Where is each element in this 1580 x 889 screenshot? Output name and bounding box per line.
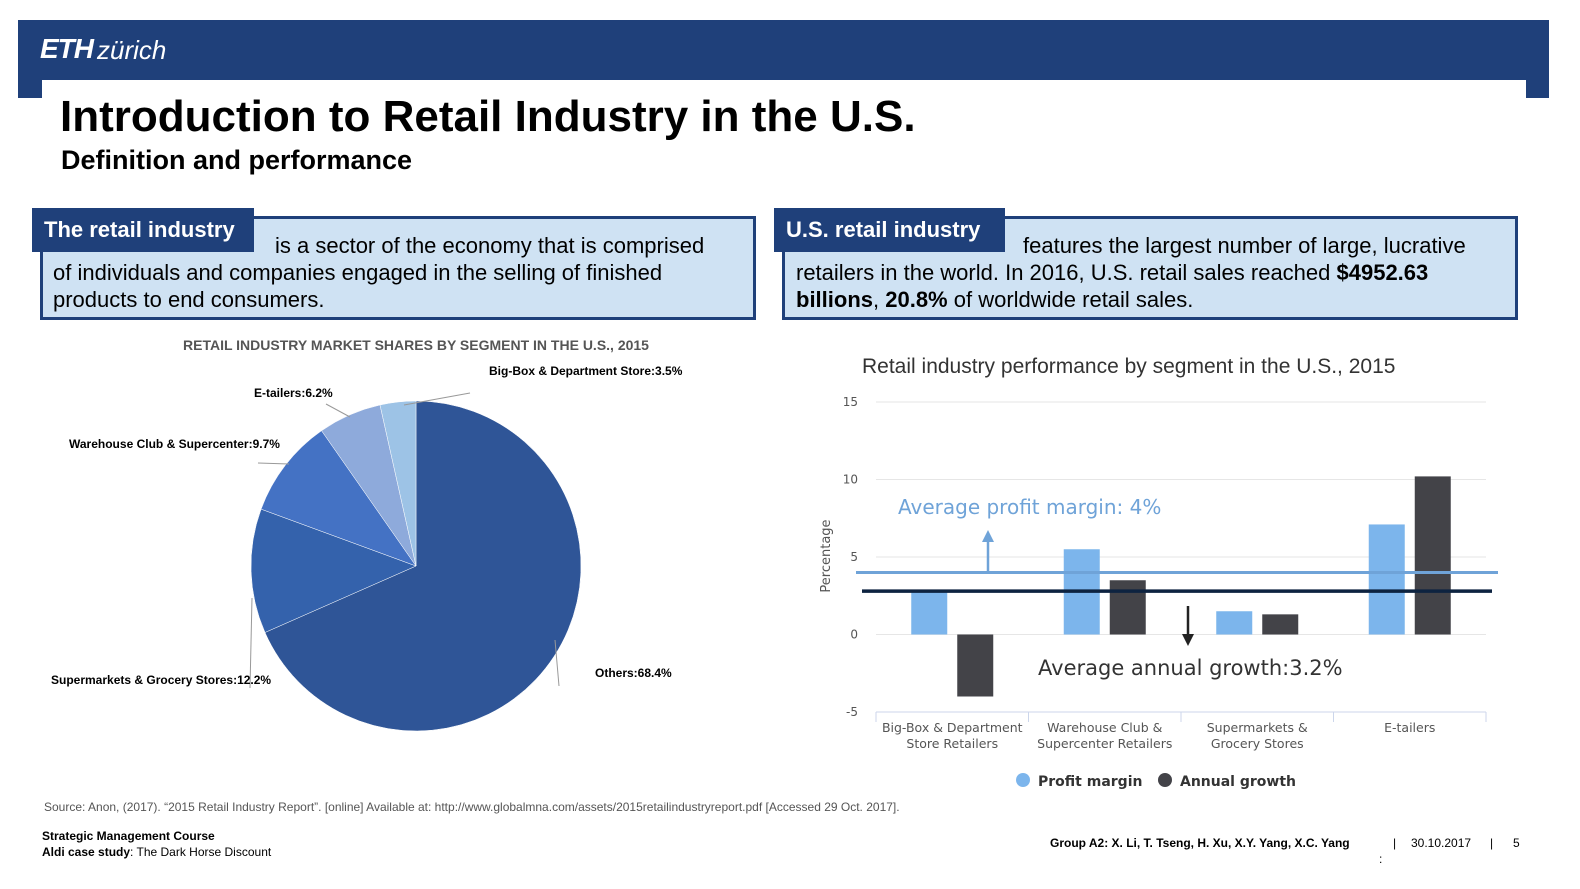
y-tick-label: 0	[850, 628, 858, 642]
us-retail-definition-tab: U.S. retail industry	[774, 208, 1005, 252]
us-retail-definition-line1: features the largest number of large, lu…	[1023, 233, 1466, 258]
footer-colon: :	[1379, 852, 1383, 866]
pie-label-etailers: E-tailers:6.2%	[254, 386, 333, 400]
bar-annual-growth	[957, 634, 994, 697]
leader-line-warehouse	[257, 462, 290, 465]
us-retail-definition-line2: retailers in the world. In 2016, U.S. re…	[796, 259, 1428, 286]
footer-separator-2: |	[1490, 836, 1494, 850]
bar-annual-growth	[1109, 580, 1146, 635]
legend-swatch-profit	[1016, 773, 1030, 787]
retail-definition-line1: is a sector of the economy that is compr…	[275, 233, 705, 258]
avg-profit-annotation: Average profit margin: 4%	[898, 495, 1161, 519]
header-inner-panel	[42, 80, 1526, 104]
footer-page-number: 5	[1513, 836, 1520, 850]
retail-definition-tab: The retail industry	[32, 208, 254, 252]
footer-case: Aldi case study: The Dark Horse Discount	[42, 844, 271, 860]
footer-separator-1: |	[1393, 836, 1397, 850]
x-category-label-line2: Store Retailers	[906, 736, 998, 751]
footer-case-bold: Aldi case study	[42, 845, 131, 859]
eth-logo-zurich: zürich	[97, 35, 167, 65]
bar-profit-margin	[1216, 611, 1253, 635]
pie-label-bigbox: Big-Box & Department Store:3.5%	[489, 364, 683, 378]
bar-ylabel: Percentage	[819, 519, 834, 592]
source-citation: Source: Anon, (2017). “2015 Retail Indus…	[44, 800, 900, 814]
eth-logo: ETH	[40, 33, 94, 64]
legend-label-profit: Profit margin	[1038, 774, 1142, 790]
pie-slice-big-box-department-store	[379, 400, 417, 567]
bar-chart-title: Retail industry performance by segment i…	[862, 355, 1396, 378]
footer-group: Group A2: X. Li, T. Tseng, H. Xu, X.Y. Y…	[1050, 836, 1350, 850]
pie-chart-title: RETAIL INDUSTRY MARKET SHARES BY SEGMENT…	[183, 337, 649, 353]
leader-line-bigbox	[403, 392, 471, 406]
growth-arrow-icon	[1182, 606, 1194, 646]
bar-profit-margin	[911, 591, 948, 635]
legend-label-growth: Annual growth	[1180, 774, 1296, 790]
us-retail-definition-line3: billions, 20.8% of worldwide retail sale…	[796, 286, 1193, 313]
us-retail-line3-text: of worldwide retail sales.	[947, 287, 1194, 312]
x-category-label: E-tailers	[1384, 720, 1435, 735]
pie-slice-others	[264, 400, 582, 732]
y-tick-label: 10	[843, 473, 858, 487]
bar-legend: Profit margin Annual growth	[1016, 773, 1296, 790]
x-category-label: Big-Box & Department	[882, 720, 1023, 735]
us-retail-line2-text: retailers in the world. In 2016, U.S. re…	[796, 260, 1337, 285]
y-tick-label: -5	[846, 705, 858, 719]
x-category-label-line2: Grocery Stores	[1211, 736, 1304, 751]
bar-annual-growth	[1262, 614, 1299, 635]
pie-label-supermarkets: Supermarkets & Grocery Stores:12.2%	[51, 673, 272, 687]
us-retail-sales-value: $4952.63	[1336, 260, 1429, 285]
y-tick-label: 15	[843, 395, 858, 409]
pie-slice-warehouse-club-supercenter	[260, 430, 417, 567]
footer-case-rest: : The Dark Horse Discount	[130, 845, 272, 859]
x-category-label: Warehouse Club &	[1047, 720, 1162, 735]
pie-slice-supermarkets-grocery-stores	[250, 508, 417, 633]
avg-growth-annotation: Average annual growth:3.2%	[1038, 656, 1343, 680]
us-retail-share-value: 20.8%	[885, 287, 948, 312]
leader-line-etailers	[325, 403, 351, 418]
pie-label-others: Others:68.4%	[595, 666, 672, 680]
footer-date: 30.10.2017	[1411, 836, 1472, 850]
us-retail-comma: ,	[873, 287, 886, 312]
x-category-label: Supermarkets &	[1207, 720, 1308, 735]
y-tick-label: 5	[850, 550, 858, 564]
us-retail-billions: billions	[796, 287, 873, 312]
pie-label-warehouse: Warehouse Club & Supercenter:9.7%	[69, 437, 280, 451]
leader-line-supermarkets	[249, 597, 253, 689]
footer-course-info: Strategic Management Course Aldi case st…	[42, 828, 271, 860]
leader-line-others	[554, 639, 560, 687]
slide-title: Introduction to Retail Industry in the U…	[60, 92, 916, 141]
retail-definition-line2: of individuals and companies engaged in …	[53, 260, 663, 285]
slide-subtitle: Definition and performance	[61, 145, 413, 175]
legend-swatch-growth	[1158, 773, 1172, 787]
footer-course: Strategic Management Course	[42, 829, 215, 843]
bar-annual-growth	[1414, 476, 1451, 635]
bar-profit-margin	[1368, 524, 1405, 635]
pie-leader-lines	[249, 392, 560, 689]
x-category-label-line2: Supercenter Retailers	[1037, 736, 1172, 751]
retail-definition-line3: products to end consumers.	[53, 287, 325, 312]
profit-arrow-icon	[982, 530, 994, 572]
